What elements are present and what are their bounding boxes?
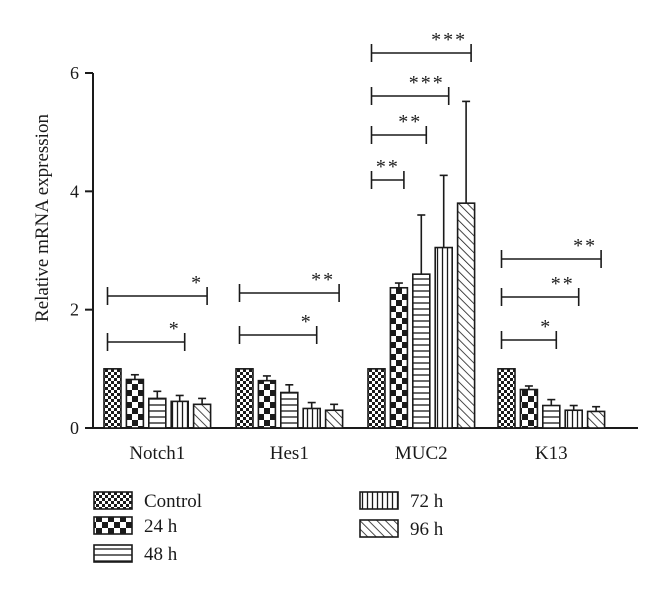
- category-label: MUC2: [395, 443, 448, 464]
- bar: [434, 246, 454, 429]
- legend-swatch: [93, 491, 133, 510]
- significance-label: **: [551, 273, 575, 295]
- bar: [324, 409, 344, 429]
- significance-label: *: [301, 311, 313, 333]
- legend-label: 48 h: [144, 544, 178, 565]
- bar: [302, 407, 322, 429]
- category-label: Hes1: [270, 443, 309, 464]
- significance-label: ***: [409, 72, 445, 94]
- category-labels: Notch1 Hes1 MUC2 K13: [129, 443, 567, 464]
- legend-swatch: [93, 544, 133, 563]
- bar: [235, 368, 254, 429]
- bar: [411, 273, 431, 429]
- significance-label: **: [376, 156, 400, 178]
- legend-swatch: [359, 491, 399, 510]
- significance-label: **: [311, 269, 335, 291]
- legend: Control 24 h 48 h 72 h 96 h: [93, 491, 444, 565]
- significance-label: **: [573, 235, 597, 257]
- bar: [519, 388, 539, 429]
- significance-brackets: ********************: [106, 29, 602, 351]
- bar: [192, 403, 212, 429]
- bar: [257, 379, 277, 429]
- legend-label: 24 h: [144, 516, 178, 537]
- error-bars: [130, 100, 601, 412]
- category-label: Notch1: [129, 443, 185, 464]
- significance-label: *: [169, 318, 181, 340]
- bar: [279, 391, 299, 429]
- bar: [125, 378, 145, 429]
- legend-swatch: [359, 519, 399, 538]
- y-tick-label: 0: [70, 418, 79, 438]
- bar: [497, 368, 516, 429]
- significance-label: ***: [431, 29, 467, 51]
- significance-label: *: [540, 316, 552, 338]
- bar: [148, 397, 167, 429]
- bar: [541, 404, 561, 429]
- bar: [367, 368, 386, 429]
- legend-swatch: [93, 516, 133, 535]
- legend-label: Control: [144, 491, 202, 512]
- y-axis-title: Relative mRNA expression: [32, 114, 53, 322]
- y-tick-label: 2: [70, 300, 79, 320]
- significance-label: *: [191, 272, 203, 294]
- significance-label: **: [398, 111, 422, 133]
- axes: [92, 73, 638, 429]
- category-label: K13: [535, 443, 568, 464]
- bar: [103, 368, 122, 429]
- bar: [564, 409, 584, 429]
- bar: [456, 202, 476, 429]
- y-ticks: 0 2 4 6: [70, 63, 93, 438]
- bar: [389, 286, 409, 429]
- y-tick-label: 4: [70, 181, 79, 201]
- legend-label: 96 h: [410, 519, 444, 540]
- bar: [586, 410, 606, 429]
- bar: [170, 400, 189, 429]
- legend-label: 72 h: [410, 491, 444, 512]
- bars: [103, 202, 606, 429]
- y-tick-label: 6: [70, 63, 79, 83]
